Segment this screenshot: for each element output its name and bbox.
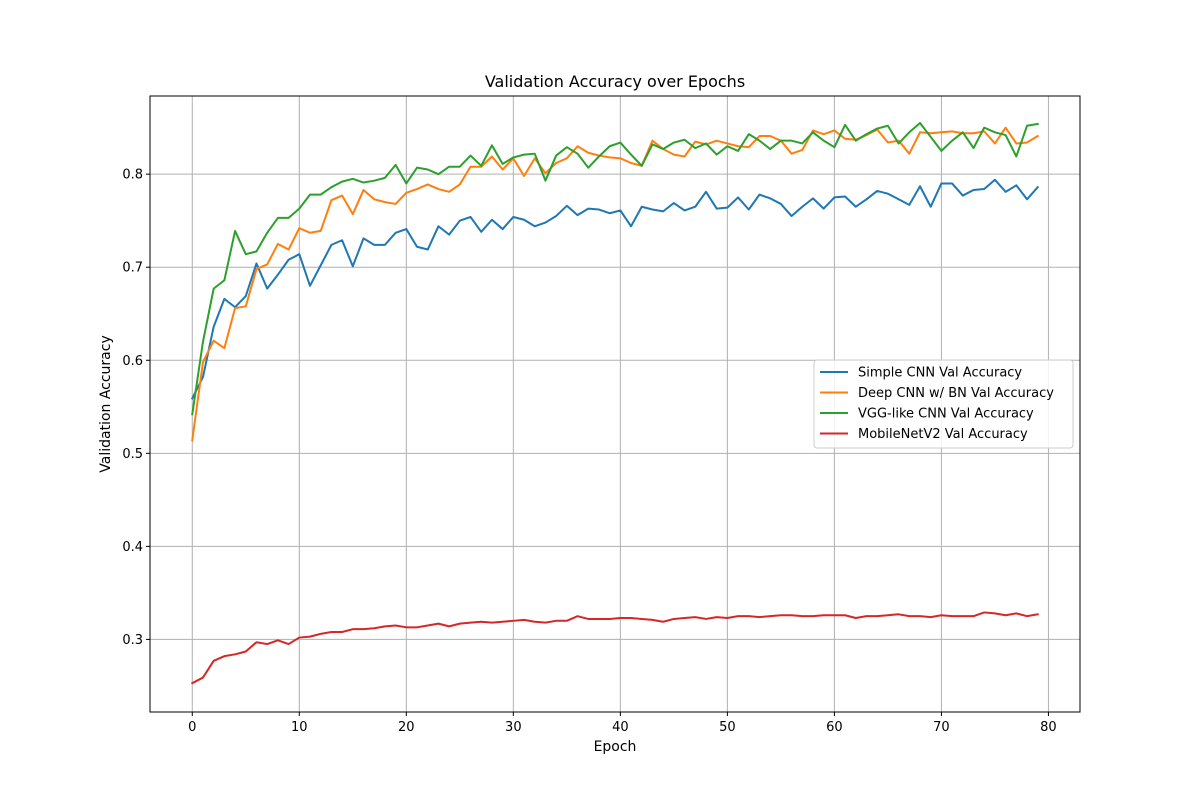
legend-label: Simple CNN Val Accuracy — [858, 366, 1022, 381]
y-axis-label: Validation Accuracy — [98, 335, 114, 473]
y-tick-label: 0.6 — [122, 354, 143, 369]
y-tick-label: 0.3 — [122, 633, 143, 648]
x-tick-label: 30 — [505, 720, 522, 735]
y-tick-label: 0.8 — [122, 168, 143, 183]
x-tick-label: 10 — [291, 720, 308, 735]
tick-layer: 0 10 20 30 40 50 60 70 80 0.3 0.4 0.5 0.6 0.7 0.8 — [122, 168, 1056, 735]
x-tick-label: 70 — [933, 720, 950, 735]
legend-label: MobileNetV2 Val Accuracy — [858, 427, 1028, 442]
x-tick-label: 60 — [826, 720, 843, 735]
legend-label: VGG-like CNN Val Accuracy — [858, 407, 1034, 422]
series-line-4 — [190, 611, 1039, 685]
x-tick-label: 40 — [612, 720, 629, 735]
y-tick-label: 0.4 — [122, 540, 143, 555]
grid-layer — [150, 96, 1080, 712]
series-line-3 — [191, 121, 1039, 416]
x-tick-label: 50 — [719, 720, 736, 735]
legend-box — [813, 359, 1074, 449]
legend: Simple CNN Val Accuracy Deep CNN w/ BN Va… — [813, 359, 1074, 449]
x-axis-label: Epoch — [594, 739, 637, 755]
plot-frame — [149, 95, 1081, 713]
y-tick-label: 0.5 — [122, 447, 143, 462]
x-tick-label: 80 — [1040, 720, 1057, 735]
legend-items: Simple CNN Val Accuracy Deep CNN w/ BN Va… — [820, 366, 1054, 442]
chart-title: Validation Accuracy over Epochs — [485, 72, 745, 91]
y-tick-label: 0.7 — [122, 261, 143, 276]
x-tick-label: 20 — [398, 720, 415, 735]
series-line-1 — [190, 178, 1040, 400]
series-layer — [190, 121, 1040, 685]
legend-label: Deep CNN w/ BN Val Accuracy — [858, 386, 1054, 401]
x-tick-label: 0 — [188, 720, 196, 735]
